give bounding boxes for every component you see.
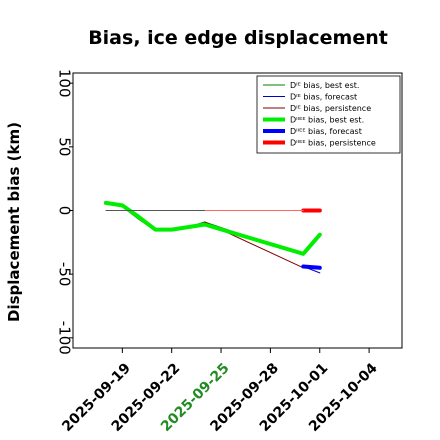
chart-title: Bias, ice edge displacement bbox=[88, 27, 388, 49]
legend: Dᴵᴱ bias, best est. Dᴵᴱ bias, forecast Dᴵᴱ… bbox=[256, 75, 401, 154]
ytick-label: 0 bbox=[56, 206, 74, 216]
legend-label: Dᴵᴱ bias, persistence bbox=[290, 104, 371, 113]
plot-frame bbox=[72, 72, 403, 349]
ytick-label: 100 bbox=[56, 69, 74, 98]
data-series bbox=[103, 200, 322, 274]
x-axis: 2025-09-192025-09-222025-09-252025-09-28… bbox=[59, 360, 381, 435]
series-line bbox=[103, 200, 322, 256]
ytick-label: -50 bbox=[56, 262, 74, 287]
legend-label: Dᴵᴵᴱᴱ bias, persistence bbox=[290, 139, 376, 148]
y-axis-label: Displacement bias (km) bbox=[5, 122, 23, 322]
y-axis: 100 50 0 -50 -100 bbox=[56, 69, 74, 355]
ytick-label: 50 bbox=[56, 137, 74, 156]
legend-label: Dᴵᴱ bias, forecast bbox=[290, 93, 357, 102]
legend-label: Dᴵᴵᴱᴱ bias, forecast bbox=[290, 127, 362, 136]
legend-box bbox=[256, 75, 401, 154]
tick-marks bbox=[69, 82, 370, 353]
ytick-label: -100 bbox=[56, 321, 74, 355]
legend-label: Dᴵᴵᴱᴱ bias, best est. bbox=[290, 116, 364, 125]
legend-label: Dᴵᴱ bias, best est. bbox=[290, 81, 359, 90]
series-line bbox=[301, 264, 322, 270]
